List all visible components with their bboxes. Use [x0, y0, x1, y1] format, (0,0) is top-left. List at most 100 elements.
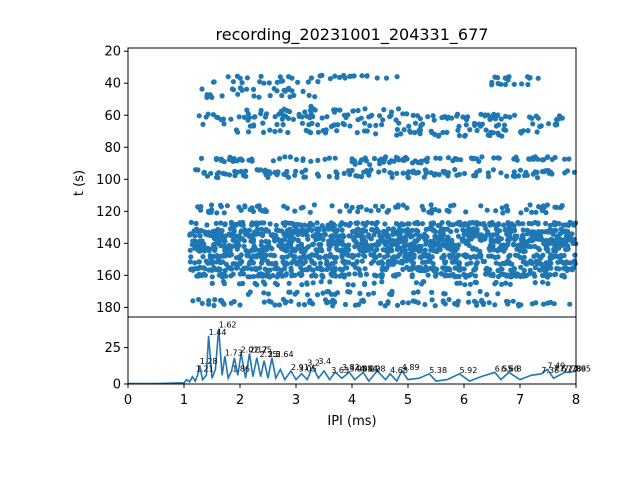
- raster-point: [510, 241, 517, 247]
- raster-point: [218, 220, 224, 226]
- raster-point: [488, 241, 494, 247]
- raster-point: [371, 232, 377, 238]
- raster-point: [258, 248, 264, 254]
- raster-point: [280, 122, 286, 128]
- raster-point: [379, 279, 385, 285]
- raster-point: [267, 170, 273, 176]
- raster-point: [351, 73, 357, 79]
- raster-point: [360, 297, 366, 303]
- raster-point: [480, 258, 486, 265]
- raster-point: [454, 228, 460, 234]
- raster-point: [426, 209, 432, 215]
- raster-point: [332, 265, 338, 271]
- raster-point: [361, 242, 367, 248]
- raster-point: [450, 271, 456, 278]
- raster-point: [289, 75, 295, 81]
- raster-point: [404, 231, 411, 237]
- raster-point: [257, 79, 263, 85]
- raster-point: [264, 258, 271, 264]
- raster-point: [333, 254, 340, 261]
- raster-point: [515, 271, 521, 277]
- raster-point: [490, 130, 497, 136]
- raster-point: [553, 227, 559, 234]
- raster-point: [572, 258, 578, 265]
- raster-point: [510, 298, 516, 304]
- raster-point: [446, 252, 453, 258]
- raster-point: [492, 281, 498, 287]
- raster-point: [299, 282, 305, 288]
- raster-point: [282, 154, 288, 160]
- peak-label: 6.55: [495, 364, 513, 373]
- raster-point: [489, 236, 495, 243]
- raster-point: [234, 73, 240, 79]
- raster-point: [383, 241, 389, 247]
- raster-point: [344, 203, 350, 209]
- raster-point: [319, 115, 325, 121]
- raster-point: [525, 128, 531, 134]
- peak-label: 2.17: [250, 345, 268, 354]
- raster-point: [495, 291, 501, 297]
- raster-point: [385, 226, 391, 232]
- raster-point: [427, 265, 433, 271]
- raster-point: [444, 129, 450, 135]
- raster-point: [254, 282, 260, 288]
- raster-point: [435, 240, 441, 246]
- raster-y-tick-label: 60: [104, 109, 121, 124]
- raster-point: [532, 265, 538, 271]
- raster-point: [566, 156, 572, 162]
- raster-point: [244, 86, 250, 92]
- raster-point: [213, 267, 219, 273]
- raster-point: [415, 300, 421, 306]
- raster-point: [384, 209, 390, 215]
- raster-point: [525, 243, 531, 249]
- raster-point: [481, 236, 487, 242]
- raster-point: [393, 204, 399, 210]
- raster-point: [295, 227, 301, 233]
- raster-point: [275, 227, 281, 234]
- raster-point: [317, 260, 323, 266]
- raster-point: [188, 231, 194, 237]
- raster-point: [228, 273, 234, 279]
- raster-point: [382, 221, 388, 227]
- raster-y-tick-label: 40: [104, 77, 121, 92]
- raster-point: [352, 302, 358, 308]
- raster-point: [536, 204, 542, 210]
- raster-point: [516, 221, 522, 227]
- raster-point: [344, 252, 351, 258]
- raster-point: [472, 279, 478, 285]
- raster-point: [300, 88, 306, 94]
- raster-point: [520, 128, 527, 134]
- raster-point: [221, 281, 227, 287]
- raster-point: [215, 115, 221, 121]
- raster-point: [258, 226, 265, 232]
- raster-point: [365, 247, 371, 253]
- raster-point: [419, 121, 426, 127]
- raster-point: [442, 114, 448, 120]
- raster-point: [259, 231, 265, 237]
- raster-point: [341, 170, 347, 176]
- raster-point: [259, 258, 265, 264]
- raster-point: [521, 254, 527, 260]
- raster-point: [474, 226, 480, 233]
- raster-point: [232, 168, 238, 174]
- raster-point: [287, 252, 293, 258]
- raster-point: [228, 300, 234, 306]
- peak-label: 7.38: [541, 366, 559, 375]
- raster-point: [377, 161, 383, 167]
- raster-point: [235, 129, 241, 135]
- raster-point: [400, 299, 406, 306]
- raster-point: [501, 222, 507, 228]
- raster-point: [436, 172, 442, 178]
- raster-point: [462, 282, 468, 288]
- raster-point: [322, 156, 328, 162]
- raster-point: [280, 237, 286, 243]
- raster-point: [454, 172, 460, 178]
- raster-point: [485, 132, 491, 138]
- raster-point: [362, 106, 368, 112]
- raster-point: [339, 267, 345, 273]
- raster-point: [356, 233, 362, 239]
- raster-point: [295, 79, 301, 85]
- raster-point: [277, 128, 283, 134]
- raster-point: [283, 248, 289, 254]
- raster-point: [327, 251, 333, 258]
